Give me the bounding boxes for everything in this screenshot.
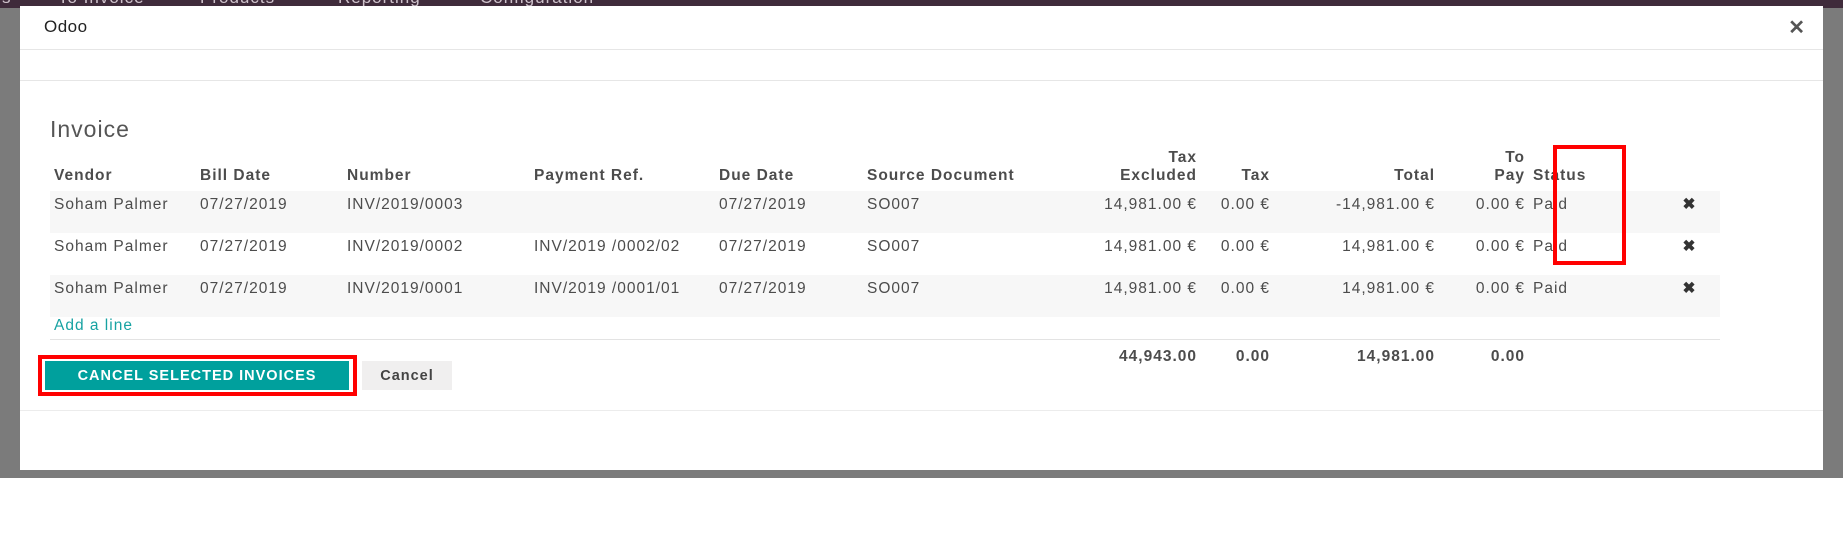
cell-source: SO007 — [867, 280, 921, 297]
cell-status: Paid — [1533, 280, 1569, 297]
cell-tax-excluded: 14,981.00 € — [1104, 196, 1197, 213]
cell-to-pay: 0.00 € — [1475, 238, 1525, 255]
col-source-document[interactable]: Source Document — [867, 167, 1015, 184]
cell-number: INV/2019/0002 — [347, 238, 464, 255]
cell-payment-ref: INV/2019 /0002/02 — [534, 238, 681, 255]
add-line-row: Add a line — [50, 317, 1720, 339]
status-highlight-box — [1553, 145, 1626, 265]
col-vendor[interactable]: Vendor — [54, 167, 113, 184]
cell-bill-date: 07/27/2019 — [200, 238, 288, 255]
cell-status: Paid — [1533, 238, 1569, 255]
cell-due-date: 07/27/2019 — [719, 196, 807, 213]
dialog-footer — [20, 410, 1823, 411]
cell-tax-excluded: 14,981.00 € — [1104, 280, 1197, 297]
col-to-pay[interactable]: To Pay — [1494, 149, 1525, 184]
col-actions — [1659, 146, 1720, 191]
cell-vendor: Soham Palmer — [54, 238, 169, 255]
delete-row-icon[interactable]: ✖ — [1682, 238, 1697, 255]
cell-bill-date: 07/27/2019 — [200, 196, 288, 213]
cell-number: INV/2019/0001 — [347, 280, 464, 297]
col-total[interactable]: Total — [1394, 167, 1435, 184]
nav-item-to-invoice[interactable]: To Invoice — [58, 0, 145, 8]
table-header: Vendor Bill Date Number Payment Ref. Due… — [50, 146, 1720, 191]
cell-total: -14,981.00 € — [1335, 196, 1435, 213]
cell-payment-ref — [530, 191, 715, 233]
total-tax-excluded: 44,943.00 — [1023, 338, 1201, 371]
table-row[interactable]: Soham Palmer 07/27/2019 INV/2019/0001 IN… — [50, 275, 1720, 317]
nav-item-configuration[interactable]: Configuration — [480, 0, 594, 8]
divider — [20, 80, 1823, 81]
col-due-date[interactable]: Due Date — [719, 167, 795, 184]
cell-source: SO007 — [867, 238, 921, 255]
button-highlight-box — [38, 355, 357, 396]
add-line-link[interactable]: Add a line — [54, 317, 133, 334]
dialog-header: Odoo ✕ — [20, 6, 1823, 50]
cancel-invoices-dialog: Odoo ✕ Invoice Vendor Bill Date Number P… — [20, 6, 1823, 470]
cell-to-pay: 0.00 € — [1475, 280, 1525, 297]
delete-row-icon[interactable]: ✖ — [1682, 196, 1697, 213]
cell-vendor: Soham Palmer — [54, 196, 169, 213]
cell-number: INV/2019/0003 — [347, 196, 464, 213]
cell-due-date: 07/27/2019 — [719, 238, 807, 255]
cancel-button[interactable]: Cancel — [362, 361, 452, 390]
cell-to-pay: 0.00 € — [1475, 196, 1525, 213]
cell-total: 14,981.00 € — [1342, 280, 1435, 297]
nav-item-products[interactable]: Products — [200, 0, 275, 8]
col-bill-date[interactable]: Bill Date — [200, 167, 272, 184]
table-row[interactable]: Soham Palmer 07/27/2019 INV/2019/0002 IN… — [50, 233, 1720, 275]
nav-item[interactable]: s — [2, 0, 12, 8]
cell-status: Paid — [1533, 196, 1569, 213]
cancel-selected-invoices-button[interactable]: CANCEL SELECTED INVOICES — [45, 361, 349, 390]
delete-row-icon[interactable]: ✖ — [1682, 280, 1697, 297]
table-row[interactable]: Soham Palmer 07/27/2019 INV/2019/0003 07… — [50, 191, 1720, 233]
invoice-table: Vendor Bill Date Number Payment Ref. Due… — [50, 146, 1720, 371]
total-total: 14,981.00 — [1274, 338, 1439, 371]
app-navbar: s To Invoice Products Reporting Configur… — [0, 0, 1843, 8]
cell-tax: 0.00 € — [1220, 196, 1270, 213]
cell-due-date: 07/27/2019 — [719, 280, 807, 297]
cell-payment-ref: INV/2019 /0001/01 — [534, 280, 681, 297]
close-icon[interactable]: ✕ — [1788, 17, 1805, 39]
cell-total: 14,981.00 € — [1342, 238, 1435, 255]
cell-tax-excluded: 14,981.00 € — [1104, 238, 1197, 255]
col-tax[interactable]: Tax — [1241, 167, 1270, 184]
col-tax-excluded[interactable]: Tax Excluded — [1120, 149, 1197, 184]
cell-vendor: Soham Palmer — [54, 280, 169, 297]
cell-source: SO007 — [867, 196, 921, 213]
section-title: Invoice — [50, 116, 130, 142]
cell-tax: 0.00 € — [1220, 238, 1270, 255]
nav-item-reporting[interactable]: Reporting — [338, 0, 421, 8]
dialog-title: Odoo — [44, 17, 88, 36]
cell-bill-date: 07/27/2019 — [200, 280, 288, 297]
col-status[interactable]: Status — [1533, 167, 1587, 184]
cell-tax: 0.00 € — [1220, 280, 1270, 297]
col-number[interactable]: Number — [347, 167, 412, 184]
col-payment-ref[interactable]: Payment Ref. — [534, 167, 645, 184]
total-to-pay: 0.00 — [1439, 338, 1529, 371]
total-tax: 0.00 — [1201, 338, 1274, 371]
